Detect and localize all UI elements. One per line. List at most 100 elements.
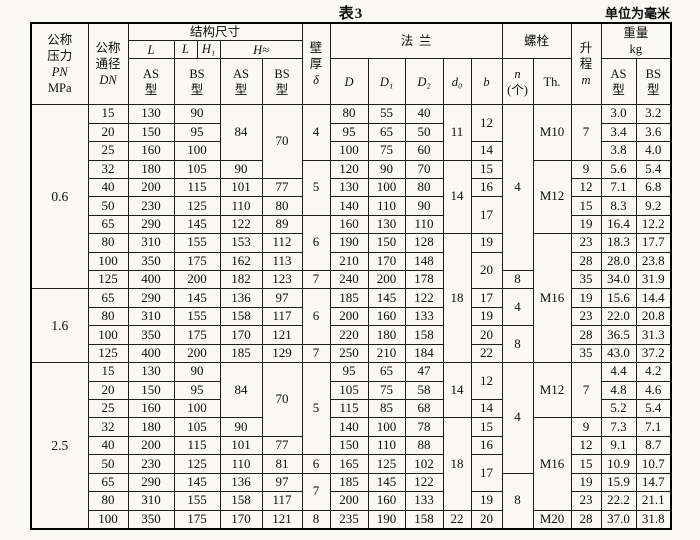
cell-H_BS: 97 — [261, 288, 303, 308]
cell-L_H1_BS: 95 — [173, 122, 221, 143]
cell-L_AS: 160 — [127, 398, 175, 419]
cell-delta: 7 — [301, 343, 331, 364]
lift-label-line: 程 — [579, 57, 593, 71]
cell-DN: 50 — [87, 196, 129, 216]
cell-weight_BS: 6.8 — [635, 177, 672, 198]
cell-m: 9 — [570, 417, 602, 437]
table-row: 100 350 175 170 121 8 235 190 158 22 20 M20 28 37.0 31… — [31, 509, 672, 530]
cell-weight_AS: 15.6 — [600, 288, 637, 308]
table-row: 25 160 100 100 75 60 14 3.8 4.0 — [31, 141, 672, 161]
l-h1-split: L H₁ — [175, 41, 219, 58]
title-bar: 表3 单位为毫米 — [30, 2, 672, 22]
cell-L_H1_BS: 145 — [173, 472, 221, 493]
cell-D: 160 — [329, 214, 369, 235]
cell-D2: 122 — [404, 288, 444, 308]
cell-DN: 80 — [87, 491, 129, 511]
cell-weight_AS: 18.3 — [600, 233, 637, 253]
cell-L_AS: 290 — [127, 472, 175, 493]
cell-H_AS: 84 — [219, 104, 263, 161]
cell-m: 35 — [570, 343, 602, 364]
cell-L_AS: 180 — [127, 159, 175, 179]
cell-H_AS: 101 — [219, 177, 263, 198]
table-row: 40 200 115 101 77 130 100 80 16 12 7.1 6.8 — [31, 177, 672, 198]
cell-D: 120 — [329, 159, 369, 179]
cell-weight_AS: 28.0 — [600, 251, 637, 272]
cell-D2: 184 — [404, 343, 444, 364]
cell-L_H1_BS: 105 — [173, 159, 221, 179]
cell-L_H1_BS: 200 — [173, 343, 221, 364]
table-header: 公称 压力 PN MPa 公称 通径 DN 结构尺寸 壁 厚 δ 法兰 螺栓 升… — [30, 22, 672, 106]
cell-D: 95 — [329, 362, 369, 382]
cell-weight_BS: 4.6 — [635, 380, 672, 401]
table-row: 32 180 105 90 140 100 78 18 15 M16 9 7.3 7.1 — [31, 417, 672, 511]
cell-DN: 100 — [87, 325, 129, 345]
cell-weight_AS: 3.8 — [600, 141, 637, 161]
cell-weight_AS: 16.4 — [600, 214, 637, 235]
cell-weight_BS: 3.2 — [635, 104, 672, 124]
pn-section-value: 2.5 — [30, 362, 89, 530]
col-header-dn: 公称 通径 DN — [87, 22, 129, 106]
cell-n: 4 — [501, 104, 534, 272]
table-row: 1.6 65 290 145 136 97 6 185 145 122 17 4 19 15.6 14.4 — [30, 288, 672, 364]
cell-DN: 40 — [87, 177, 129, 198]
cell-DN: 80 — [87, 233, 129, 253]
cell-delta: 5 — [301, 159, 331, 216]
cell-D: 140 — [329, 417, 369, 437]
cell-DN: 65 — [87, 472, 129, 493]
cell-weight_AS: 5.2 — [600, 398, 637, 419]
cell-weight_BS: 12.2 — [635, 214, 672, 235]
cell-L_AS: 230 — [127, 196, 175, 216]
cell-H_BS: 117 — [261, 306, 303, 327]
cell-d0: 14 — [442, 362, 472, 419]
cell-H_AS: 101 — [219, 435, 263, 456]
cell-weight_AS: 7.3 — [600, 417, 637, 437]
cell-L_AS: 160 — [127, 141, 175, 161]
cell-Th: M20 — [532, 509, 572, 530]
cell-L_H1_BS: 105 — [173, 417, 221, 437]
pn-symbol: PN — [51, 65, 68, 80]
cell-weight_AS: 8.3 — [600, 196, 637, 216]
cell-H_BS: 89 — [261, 214, 303, 235]
cell-D1: 145 — [367, 288, 406, 308]
col-header-weight-bs: BS 型 — [635, 58, 672, 106]
cell-n: 8 — [501, 270, 534, 290]
cell-D1: 145 — [367, 472, 406, 493]
cell-H_BS: 77 — [261, 177, 303, 198]
subcol-h-bs-type: BS 型 — [261, 58, 303, 106]
cell-delta: 6 — [301, 288, 331, 345]
cell-L_H1_BS: 155 — [173, 306, 221, 327]
cell-D1: 160 — [367, 306, 406, 327]
cell-d0: 22 — [442, 509, 472, 530]
cell-D: 220 — [329, 325, 369, 345]
col-header-D1: D₁ — [367, 58, 406, 106]
cell-b: 15 — [470, 159, 503, 179]
cell-L_AS: 230 — [127, 454, 175, 474]
cell-D: 200 — [329, 491, 369, 511]
cell-d0: 18 — [442, 417, 472, 511]
cell-D: 235 — [329, 509, 369, 530]
cell-H_AS: 153 — [219, 233, 263, 253]
cell-H_BS: 112 — [261, 233, 303, 253]
dn-label-line: 通径 — [95, 57, 121, 71]
cell-L_H1_BS: 155 — [173, 233, 221, 253]
cell-b: 17 — [470, 454, 503, 493]
cell-L_H1_BS: 175 — [173, 325, 221, 345]
cell-D: 140 — [329, 196, 369, 216]
cell-L_AS: 310 — [127, 491, 175, 511]
cell-weight_AS: 22.2 — [600, 491, 637, 511]
cell-m: 28 — [570, 251, 602, 272]
cell-weight_BS: 5.4 — [635, 159, 672, 179]
table-row: 125 400 200 182 123 7 240 200 178 8 35 34.0 31.9 — [31, 270, 672, 290]
cell-m: 23 — [570, 491, 602, 511]
cell-L_AS: 350 — [127, 325, 175, 345]
cell-D2: 148 — [404, 251, 444, 272]
header-row-1: 公称 压力 PN MPa 公称 通径 DN 结构尺寸 壁 厚 δ 法兰 螺栓 升… — [30, 22, 672, 106]
cell-H_BS: 70 — [261, 362, 303, 437]
cell-weight_AS: 7.1 — [600, 177, 637, 198]
cell-weight_BS: 5.4 — [635, 398, 672, 419]
cell-weight_BS: 21.1 — [635, 491, 672, 511]
cell-D2: 102 — [404, 454, 444, 474]
cell-D2: 158 — [404, 325, 444, 345]
cell-L_H1_BS: 100 — [173, 141, 221, 161]
cell-weight_AS: 10.9 — [600, 454, 637, 474]
